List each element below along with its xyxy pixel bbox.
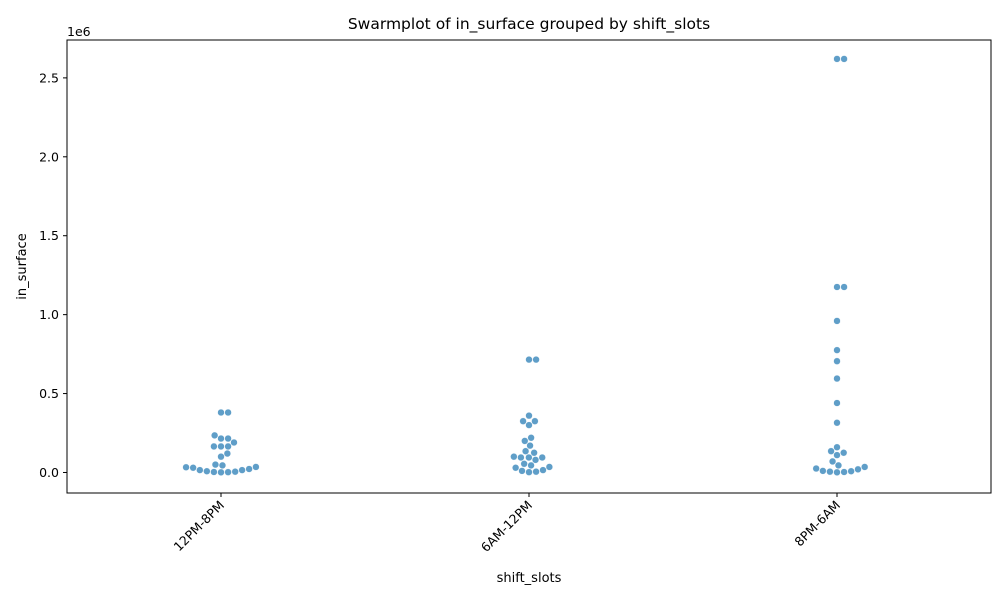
data-point (252, 463, 260, 471)
chart-title: Swarmplot of in_surface grouped by shift… (348, 15, 710, 34)
data-point (819, 467, 827, 475)
data-point (828, 457, 837, 466)
data-point (532, 468, 540, 476)
data-point (545, 463, 553, 471)
data-point (231, 468, 239, 476)
data-point (230, 438, 238, 447)
y-axis-label: in_surface (15, 233, 30, 299)
x-axis-label: shift_slots (497, 571, 562, 586)
y-axis-offset-label: 1e6 (67, 24, 91, 39)
data-point (196, 466, 204, 474)
data-point (189, 464, 197, 472)
data-point (861, 463, 869, 471)
data-point (854, 465, 862, 473)
data-point (218, 461, 227, 469)
data-point (812, 464, 820, 473)
data-point (245, 465, 253, 473)
data-point (224, 434, 232, 443)
x-tick-label: 8PM-6AM (791, 498, 843, 550)
data-point (833, 357, 841, 365)
data-point (217, 434, 225, 443)
data-point (217, 442, 225, 451)
y-tick-label: 1.0 (39, 307, 59, 322)
data-point (833, 317, 841, 325)
x-tick-label: 12PM-8PM (171, 498, 228, 555)
data-point (525, 468, 533, 476)
data-point (527, 461, 535, 469)
data-point (223, 449, 231, 458)
data-point (833, 468, 841, 476)
data-point (834, 461, 843, 469)
data-point (525, 453, 533, 462)
data-point (521, 437, 529, 445)
data-point (539, 466, 547, 474)
data-point (510, 453, 518, 461)
data-point (210, 468, 218, 476)
data-point (522, 447, 530, 455)
data-point (224, 408, 232, 417)
data-point (518, 467, 526, 475)
data-point (833, 374, 841, 383)
data-point (826, 468, 834, 476)
data-point (531, 456, 540, 464)
data-point (512, 464, 520, 472)
data-point (526, 442, 534, 450)
data-point (525, 412, 533, 420)
x-axis-ticks: 12PM-8PM 6AM-12PM 8PM-6AM (171, 493, 843, 555)
data-point (833, 399, 841, 407)
data-point (211, 460, 220, 469)
data-point (182, 463, 190, 471)
plot-frame (66, 39, 992, 494)
data-point (203, 467, 211, 475)
data-point (217, 408, 225, 417)
y-tick-label: 0.0 (39, 465, 59, 480)
data-point (520, 460, 528, 468)
data-point (833, 55, 841, 63)
data-point (217, 453, 225, 461)
data-point (840, 55, 848, 63)
data-point (840, 468, 848, 476)
data-point (531, 417, 539, 425)
data-point (519, 417, 527, 425)
y-tick-label: 1.5 (39, 228, 59, 243)
data-point (525, 356, 533, 364)
data-point (833, 346, 841, 354)
data-point (525, 421, 533, 429)
y-tick-label: 2.5 (39, 70, 59, 85)
data-point (217, 468, 225, 476)
data-points (182, 55, 869, 476)
data-point (833, 451, 841, 459)
data-point (833, 283, 841, 291)
data-point (224, 442, 232, 451)
data-point (847, 467, 855, 475)
data-point (211, 431, 219, 439)
data-point (840, 283, 848, 291)
data-point (517, 453, 525, 462)
data-point (238, 466, 246, 474)
y-tick-label: 0.5 (39, 386, 59, 401)
data-point (532, 356, 540, 364)
data-point (833, 419, 841, 427)
data-point (224, 468, 232, 476)
data-point (530, 449, 538, 457)
data-point (527, 434, 535, 442)
y-tick-label: 2.0 (39, 149, 59, 164)
x-tick-label: 6AM-12PM (478, 498, 535, 555)
data-point (840, 449, 848, 457)
data-point (210, 442, 218, 451)
data-point (538, 453, 546, 462)
data-point (827, 447, 835, 455)
y-axis-ticks: 0.0 0.5 1.0 1.5 2.0 2.5 (39, 70, 67, 480)
data-point (833, 443, 841, 451)
